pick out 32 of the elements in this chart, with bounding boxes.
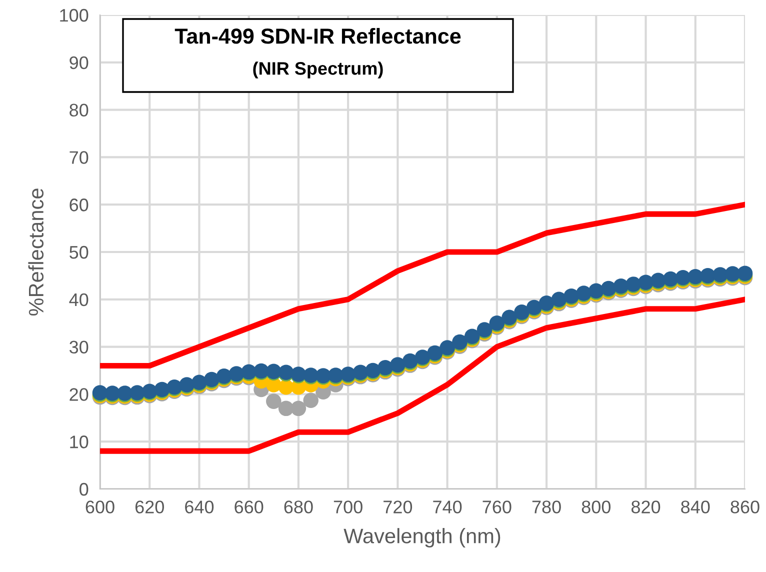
- x-tick-label: 800: [582, 500, 611, 514]
- chart-title: Tan-499 SDN-IR Reflectance: [174, 28, 461, 44]
- y-tick-label: 40: [69, 293, 88, 306]
- y-tick-label: 60: [70, 198, 88, 212]
- y-tick-label: 90: [70, 56, 88, 70]
- y-tick-label: 70: [70, 151, 88, 164]
- x-tick-label: 700: [334, 500, 362, 514]
- x-tick-label: 760: [482, 500, 512, 514]
- x-axis-title: Wavelength (nm): [344, 528, 500, 548]
- x-tick-label: 860: [730, 500, 760, 514]
- x-tick-label: 840: [681, 500, 710, 514]
- y-tick-label: 0: [80, 482, 88, 496]
- y-tick-label: 30: [69, 340, 88, 354]
- y-tick-label: 80: [70, 104, 88, 117]
- x-tick-label: 780: [532, 500, 561, 514]
- x-tick-label: 720: [384, 500, 412, 514]
- point: [266, 394, 282, 409]
- text: (NIR Spectrum): [253, 62, 383, 78]
- x-tick-label: 640: [185, 500, 214, 514]
- y-tick-label: 100: [60, 8, 88, 22]
- x-tick-label: 660: [234, 500, 264, 514]
- x-tick-label: 740: [433, 500, 462, 514]
- y-tick-label: 20: [70, 388, 88, 401]
- y-axis-title: %Reflectance: [28, 188, 44, 316]
- x-tick-label: 820: [631, 500, 660, 514]
- x-tick-label: 680: [284, 500, 313, 514]
- point: [303, 392, 319, 408]
- x-tick-label: 600: [86, 500, 114, 514]
- y-tick-label: 50: [70, 246, 88, 259]
- y-tick-label: 10: [70, 436, 88, 448]
- x-tick-label: 620: [135, 500, 164, 514]
- point: [290, 400, 306, 416]
